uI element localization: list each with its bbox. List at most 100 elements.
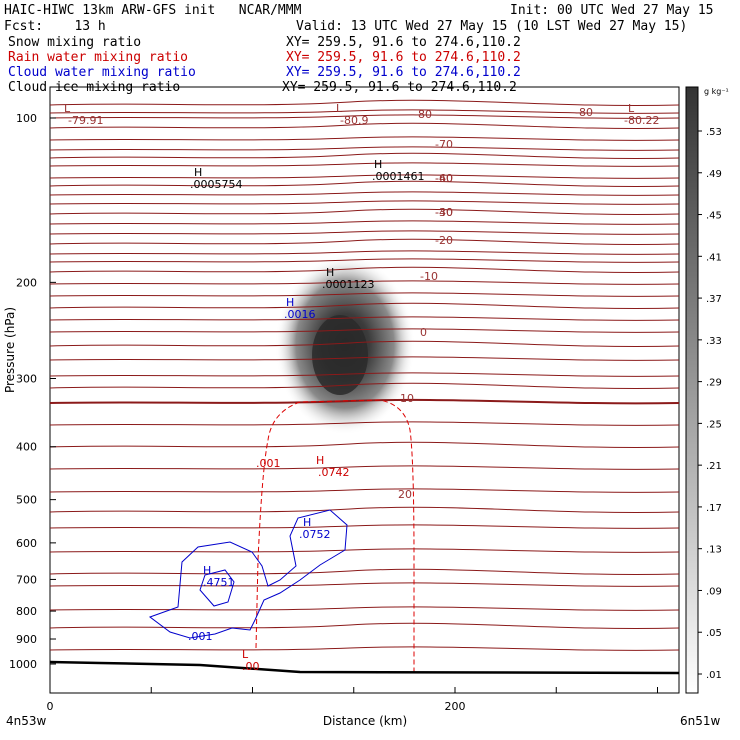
isotherm-label: -40 (435, 206, 453, 219)
isotherm-label: -80 (414, 108, 432, 121)
isotherm-line (49, 146, 680, 151)
y-tick-label: 700 (16, 573, 37, 586)
isotherm-line (49, 109, 680, 114)
isotherm-line (49, 382, 680, 389)
isotherm-label: -30 (435, 206, 453, 219)
isotherm-line (49, 646, 680, 651)
isotherm-line (49, 568, 680, 575)
colorbar-label: .53 (706, 127, 722, 138)
extremum-value: .0742 (318, 466, 350, 479)
isotherm-line (49, 99, 680, 106)
field-snow-name: Snow mixing ratio (8, 35, 142, 50)
isotherm-line (49, 200, 680, 205)
isotherm-line (49, 421, 680, 426)
extremum-value: .0001461 (372, 170, 425, 183)
colorbar-label: .01 (706, 670, 722, 681)
extremum-marker: L (336, 102, 343, 115)
x-tick-label: 0 (47, 700, 54, 713)
extremum-value: -80.9 (340, 114, 368, 127)
colorbar-unit: g kg⁻¹ (704, 87, 729, 96)
colorbar-label: .13 (706, 545, 722, 556)
isotherm-line (49, 328, 680, 333)
extremum-marker: H (303, 516, 311, 529)
colorbar-label: .17 (706, 503, 722, 514)
isotherm-line (49, 280, 680, 285)
isotherm-line (49, 506, 680, 513)
extremum-marker: L (628, 102, 635, 115)
extremum-marker: L (64, 102, 71, 115)
extremum-marker: H (374, 158, 382, 171)
isotherm-line (49, 398, 680, 405)
y-tick-label: 500 (16, 494, 37, 507)
isotherm-line (49, 258, 680, 263)
isotherm-line (49, 316, 680, 321)
isotherm-line (49, 488, 680, 493)
isotherm-line (49, 465, 680, 470)
extremum-marker: H (194, 166, 202, 179)
isotherm-line (49, 230, 680, 235)
extremum-value: .4751 (203, 576, 235, 589)
field-rain-name: Rain water mixing ratio (8, 50, 189, 65)
isotherm-line (49, 122, 680, 129)
extremum-marker: H (203, 564, 211, 577)
field-cloudwater-name: Cloud water mixing ratio (8, 65, 196, 80)
isotherm-line (49, 548, 680, 553)
colorbar-bar (685, 86, 699, 694)
cloudwater-contour-inner (199, 569, 235, 607)
isotherm-line (49, 524, 680, 529)
isotherm-label: -80 (575, 106, 593, 119)
isotherm-line (49, 114, 680, 119)
isotherm-line (49, 582, 680, 587)
field-snow-xy: XY= 259.5, 91.6 to 274.6,110.2 (286, 35, 521, 50)
cloudwater-contour-outer (148, 509, 348, 639)
isotherm-label: -70 (435, 138, 453, 151)
colorbar-label: .25 (706, 419, 722, 430)
isotherm-line (49, 292, 680, 297)
y-tick-label: 400 (16, 441, 37, 454)
isotherm-line (49, 441, 680, 448)
extremum-marker: H (326, 266, 334, 279)
isotherm-label: -10 (420, 270, 438, 283)
extremum-value: .0005754 (190, 178, 243, 191)
isotherm-line (49, 356, 680, 361)
y-tick-label: 600 (16, 537, 37, 550)
terrain-line (49, 660, 680, 675)
isotherm-line (49, 622, 680, 629)
field-cloudwater-xy: XY= 259.5, 91.6 to 274.6,110.2 (286, 65, 521, 80)
isotherm-line (49, 250, 680, 255)
isotherm-line (49, 162, 680, 167)
isotherm-line (49, 606, 680, 611)
rain-contour (255, 399, 415, 672)
y-axis-label: Pressure (hPa) (3, 307, 17, 393)
isotherm-label: 0 (420, 326, 427, 339)
isotherm-line (49, 136, 680, 141)
isotherm-line (49, 174, 680, 179)
isotherm-label: 20 (398, 488, 412, 501)
isotherm-line (49, 180, 680, 187)
plot-frame (49, 86, 680, 694)
colorbar-label: .45 (706, 211, 722, 222)
forecast-hour: Fcst: 13 h (4, 19, 106, 34)
extremum-value: .0016 (284, 308, 316, 321)
colorbar-label: .21 (706, 461, 722, 472)
isotherm-line (49, 238, 680, 245)
extremum-marker: H (286, 296, 294, 309)
extremum-value: .00 (242, 660, 260, 673)
cloudwater-contour-label: .001 (188, 630, 213, 643)
isotherm-line (49, 302, 680, 309)
init-time: Init: 00 UTC Wed 27 May 15 (510, 3, 714, 18)
colorbar-label: .49 (706, 169, 722, 180)
isotherm-line (49, 152, 680, 159)
isotherm-line (49, 340, 680, 347)
y-tick-label: 1000 (9, 658, 37, 671)
isotherm-label: 10 (400, 392, 414, 405)
isotherm-line (49, 372, 680, 377)
x-tick-label: 200 (445, 700, 466, 713)
extremum-marker: L (242, 648, 249, 661)
x-end-location: 6n51w (680, 714, 721, 728)
y-tick-label: 800 (16, 605, 37, 618)
isotherm-line (49, 208, 680, 215)
extremum-value: .0001123 (322, 278, 375, 291)
valid-time: Valid: 13 UTC Wed 27 May 15 (10 LST Wed … (296, 19, 688, 34)
